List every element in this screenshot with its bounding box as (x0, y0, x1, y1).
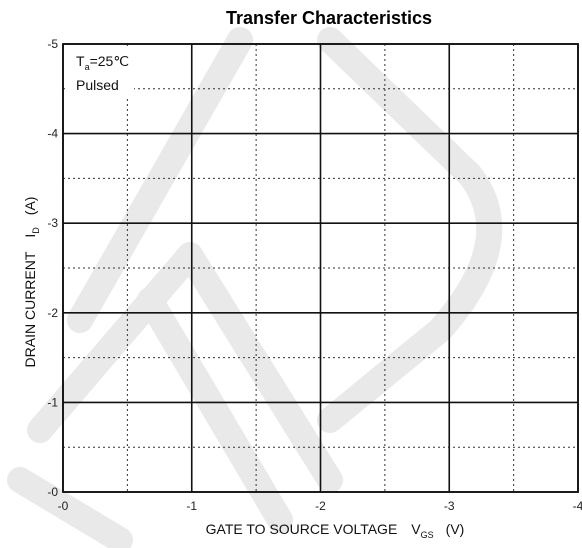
conditions-annotation: Ta=25℃ Pulsed (68, 46, 134, 98)
y-tick-label: -3 (47, 216, 58, 230)
y-tick-label: -0 (47, 485, 58, 499)
y-tick-label: -1 (47, 395, 58, 409)
x-tick-label: -1 (186, 499, 197, 513)
chart-title: Transfer Characteristics (226, 8, 432, 28)
pulsed-label: Pulsed (76, 77, 119, 93)
watermark (7, 27, 503, 548)
x-axis-label: GATE TO SOURCE VOLTAGE VGS (V) (206, 521, 465, 540)
y-tick-label: -5 (47, 37, 58, 51)
y-axis-label: DRAIN CURRENTID(A) (22, 197, 41, 368)
plot-frame (62, 43, 579, 493)
temperature-label: Ta=25℃ (76, 53, 129, 72)
x-tick-label: -3 (444, 499, 455, 513)
y-tick-label: -2 (47, 306, 58, 320)
plot-area: -0 -1 -2 -3 -4 -0 -1 -2 -3 -4 -5 (47, 37, 582, 513)
x-tick-label: -0 (58, 499, 69, 513)
y-tick-label: -4 (47, 127, 58, 141)
x-tick-label: -4 (573, 499, 582, 513)
annotation-background (68, 46, 134, 98)
x-tick-label: -2 (315, 499, 326, 513)
